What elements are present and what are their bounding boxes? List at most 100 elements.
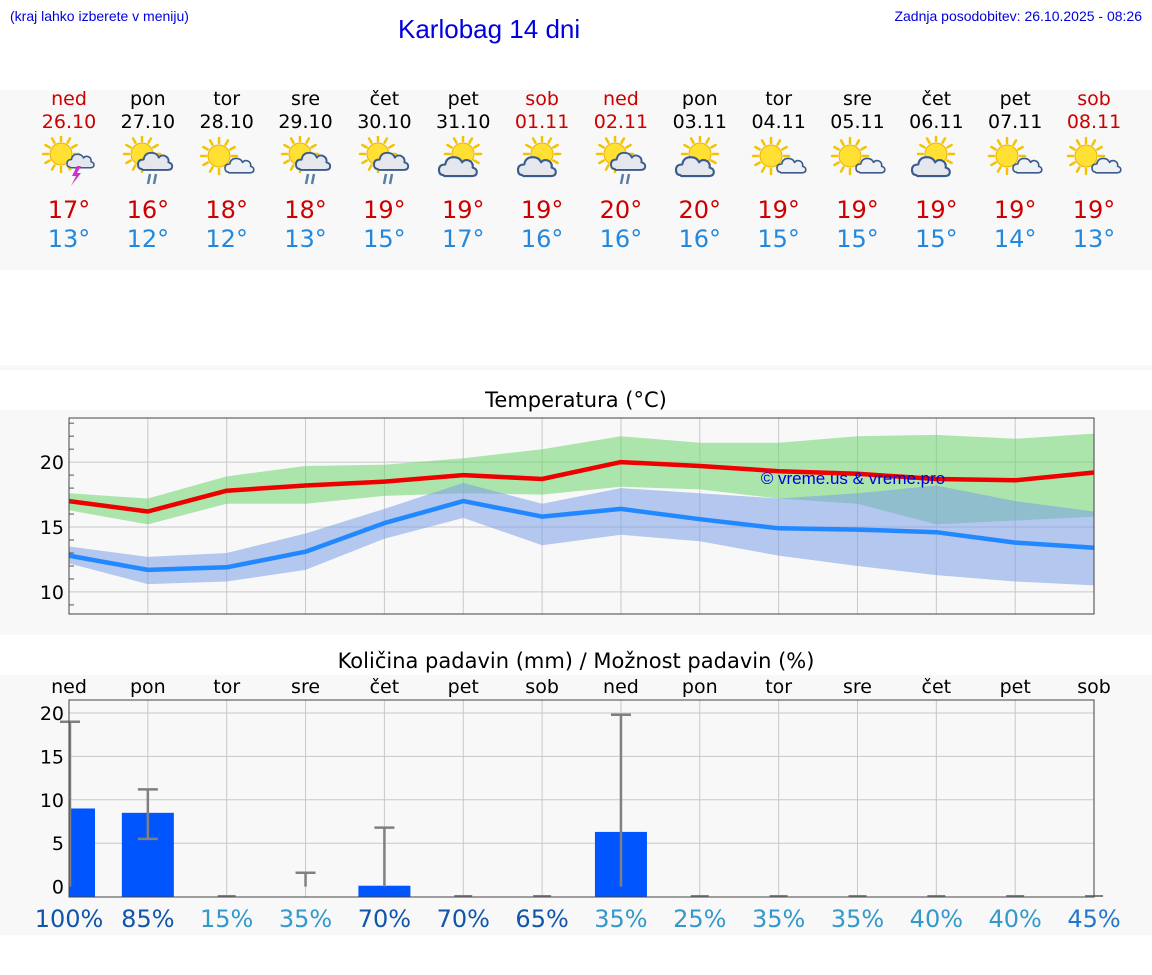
precip-probability: 35% — [831, 905, 884, 933]
y-tick-label: 20 — [40, 703, 64, 725]
precip-probability: 100% — [35, 905, 104, 933]
temp-max: 19° — [520, 196, 564, 224]
plot-frame — [68, 699, 1095, 898]
location-menu-hint[interactable]: (kraj lahko izberete v meniju) — [10, 8, 189, 24]
category-label: ned — [603, 676, 639, 698]
day-date: 01.11 — [514, 111, 570, 133]
day-date: 26.10 — [41, 111, 97, 133]
temp-min: 13° — [47, 225, 91, 253]
y-tick-label: 0 — [52, 877, 64, 899]
category-label: tor — [765, 676, 792, 698]
day-column: ned 26.10 17° 13° — [29, 88, 109, 254]
precip-probability: 65% — [515, 905, 568, 933]
page-title: Karlobag 14 dni — [398, 14, 581, 44]
temp-max: 16° — [126, 196, 170, 224]
precip-probability: 35% — [752, 905, 805, 933]
temp-max: 19° — [757, 196, 800, 224]
day-name: ned — [51, 88, 87, 110]
day-column: pon 27.10 16° 12° — [108, 88, 188, 254]
temp-min: 13° — [284, 225, 327, 253]
day-name: čet — [921, 88, 952, 110]
plot-frame — [68, 417, 1095, 615]
day-date: 31.10 — [436, 111, 491, 133]
sun-cloud-thunder-icon — [37, 134, 101, 194]
day-date: 27.10 — [120, 111, 176, 133]
sun-small-cloud-icon — [195, 136, 259, 194]
day-column: čet 30.10 19° 15° — [344, 88, 424, 254]
day-column: tor 04.11 19° 15° — [739, 88, 819, 254]
precip-bar — [69, 808, 95, 897]
temp-min: 12° — [126, 225, 170, 253]
range-band — [69, 482, 1094, 586]
temp-max: 19° — [441, 196, 485, 224]
plot-area — [69, 700, 1094, 897]
y-tick-label: 20 — [40, 452, 64, 474]
category-label: sob — [525, 676, 559, 698]
temp-min: 12° — [205, 225, 248, 253]
temp-max: 19° — [915, 196, 958, 224]
temp-max: 19° — [363, 196, 406, 224]
day-date: 30.10 — [357, 111, 412, 133]
watermark: © vreme.us & vreme.pro — [761, 469, 945, 488]
precipitation-chart: ned pon tor sre čet pet sob ned pon tor sre čet pet s… — [35, 676, 1121, 933]
temp-min: 16° — [520, 225, 564, 253]
sun-cloud-icon — [904, 134, 968, 194]
category-label: pet — [448, 676, 479, 698]
precip-probability: 85% — [121, 905, 174, 933]
day-date: 07.11 — [987, 111, 1043, 133]
day-date: 29.10 — [278, 111, 333, 133]
category-label: ned — [51, 676, 87, 698]
day-column: sob 01.11 19° 16° — [502, 88, 582, 254]
day-name: tor — [213, 88, 241, 110]
day-name: sre — [843, 88, 872, 110]
precip-probability: 35% — [279, 905, 332, 933]
series-line — [68, 498, 1095, 573]
temperature-chart: 10 15 20 © vreme.us & vreme.pro — [40, 417, 1095, 615]
temp-min: 13° — [1072, 225, 1116, 253]
sun-cloud-rain-icon — [352, 134, 416, 194]
sun-cloud-rain-icon — [274, 134, 338, 194]
day-name: pon — [129, 88, 166, 110]
forecast-panel — [0, 90, 1152, 270]
temp-max: 18° — [284, 196, 327, 224]
category-label: čet — [370, 676, 400, 698]
category-label: pon — [682, 676, 718, 698]
sun-cloud-rain-icon — [589, 134, 653, 194]
day-date: 05.11 — [830, 111, 885, 133]
precip-probability: 25% — [673, 905, 726, 933]
temp-min: 14° — [993, 225, 1037, 253]
day-name: pon — [681, 88, 718, 110]
day-column: čet 06.11 19° 15° — [896, 88, 976, 254]
precip-probability: 15% — [200, 905, 253, 933]
category-label: sre — [291, 676, 320, 698]
day-date: 03.11 — [672, 111, 727, 133]
day-column: ned 02.11 20° 16° — [581, 88, 661, 254]
day-column: pet 31.10 19° 17° — [423, 88, 503, 254]
precip-bar — [358, 885, 411, 897]
day-date: 02.11 — [593, 111, 649, 133]
sun-cloud-icon — [510, 134, 574, 194]
day-name: sob — [525, 88, 559, 110]
day-name: pet — [999, 88, 1031, 110]
precip-probability: 35% — [594, 905, 647, 933]
day-column: sre 29.10 18° 13° — [266, 88, 346, 254]
day-column: sre 05.11 19° 15° — [818, 88, 898, 254]
y-tick-label: 5 — [52, 833, 64, 855]
category-label: pet — [1000, 676, 1031, 698]
day-name: pet — [447, 88, 479, 110]
temp-max: 19° — [993, 196, 1037, 224]
precip-probability: 70% — [437, 905, 490, 933]
day-name: tor — [765, 88, 793, 110]
temp-max: 19° — [836, 196, 879, 224]
temp-min: 15° — [915, 225, 958, 253]
temp-max: 19° — [1072, 196, 1116, 224]
temp-min: 16° — [678, 225, 722, 253]
section-divider — [0, 365, 1152, 370]
day-name: sob — [1077, 88, 1111, 110]
sun-small-cloud-icon — [983, 136, 1047, 194]
category-label: pon — [130, 676, 166, 698]
temp-min: 15° — [363, 225, 406, 253]
temp-min: 15° — [757, 225, 800, 253]
precip-probability: 45% — [1067, 905, 1120, 933]
precip-probability: 40% — [989, 905, 1042, 933]
